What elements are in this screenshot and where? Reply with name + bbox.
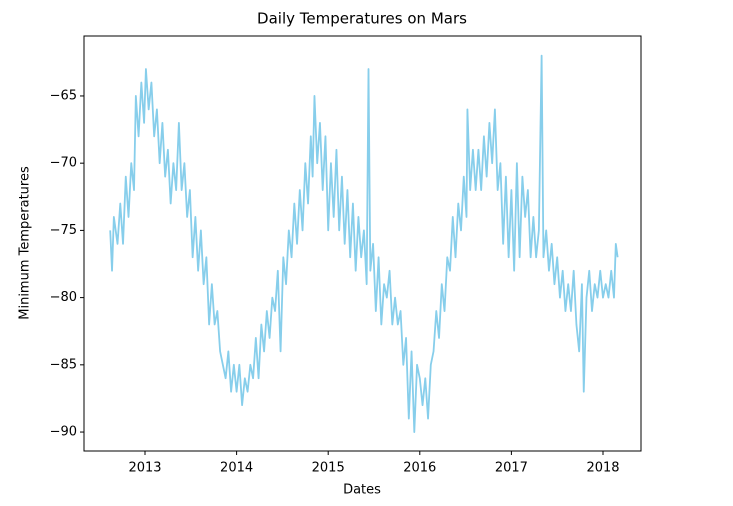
y-tick-label: −85: [50, 357, 77, 372]
x-tick-label: 2017: [495, 461, 528, 476]
y-tick-label: −65: [50, 88, 77, 103]
x-tick-label: 2013: [128, 461, 161, 476]
y-tick-label: −90: [50, 425, 77, 440]
x-tick-label: 2014: [220, 461, 253, 476]
x-axis-label: Dates: [343, 483, 381, 498]
x-tick-label: 2018: [586, 461, 619, 476]
y-tick-label: −75: [50, 223, 77, 238]
y-tick-label: −80: [50, 290, 77, 305]
data-line: [109, 54, 619, 433]
x-tick-label: 2015: [312, 461, 345, 476]
y-tick-label: −70: [50, 156, 77, 171]
y-axis-label: Minimum Temperatures: [18, 166, 33, 320]
plot-frame: [83, 35, 642, 452]
chart-title: Daily Temperatures on Mars: [257, 10, 467, 28]
x-tick-label: 2016: [403, 461, 436, 476]
